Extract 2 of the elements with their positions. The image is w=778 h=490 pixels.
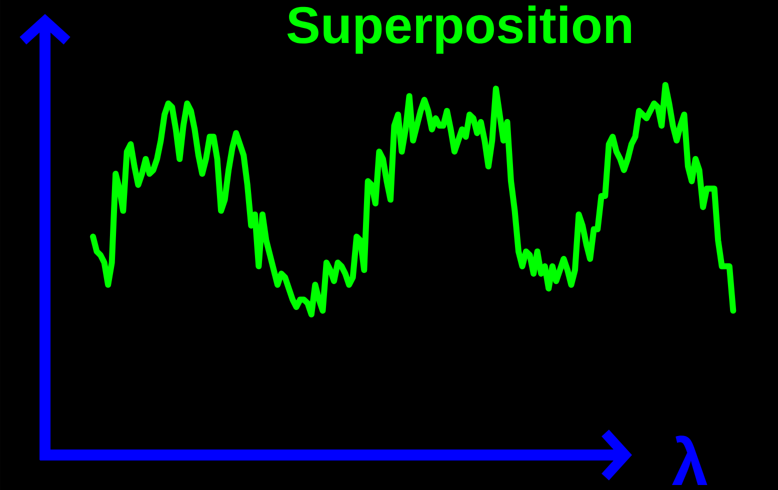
x-axis-title: λ — [672, 436, 708, 485]
chart-title: Superposition — [287, 6, 631, 54]
